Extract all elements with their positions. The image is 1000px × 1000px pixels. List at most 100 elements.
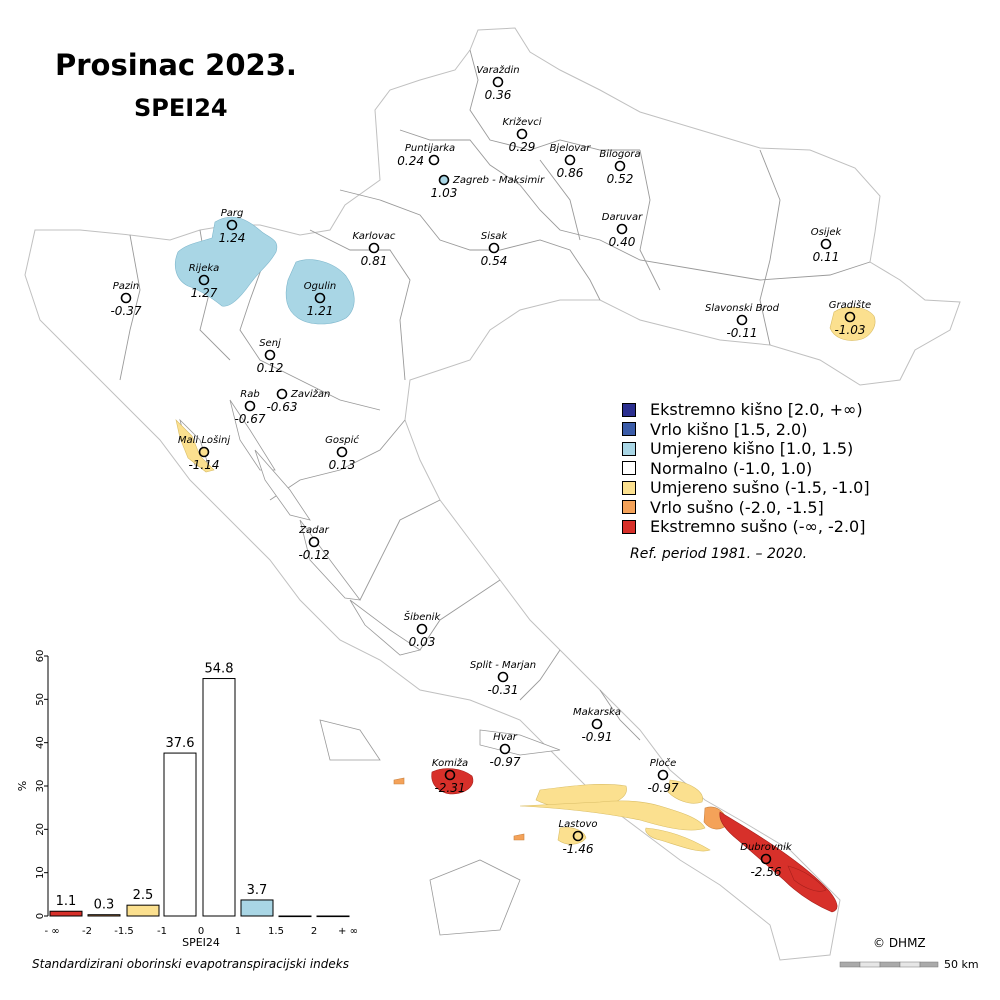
station-name: Dubrovnik — [740, 842, 793, 853]
histogram-bar — [126, 904, 160, 917]
station-value: 0.24 — [397, 154, 424, 168]
dry-area-peljesac — [645, 827, 711, 852]
bar-value-label: 2.5 — [133, 888, 154, 903]
bar-value-label: 0.3 — [94, 898, 115, 913]
station-name: Ogulin — [304, 281, 336, 292]
station-dot — [572, 830, 584, 842]
station-value: 0.11 — [813, 250, 840, 264]
station-value: 0.54 — [481, 254, 508, 268]
index-description: Standardizirani oborinski evapotranspira… — [32, 957, 349, 971]
station-marker: Senj 0.12 — [257, 338, 284, 375]
station-dot — [264, 349, 276, 361]
station-marker: Lastovo -1.46 — [559, 819, 598, 856]
copyright: © DHMZ — [873, 936, 926, 950]
y-tick-label: 60 — [35, 650, 46, 663]
station-marker: Križevci 0.29 — [502, 116, 541, 154]
station-dot — [657, 769, 669, 781]
legend-swatch — [622, 519, 636, 534]
county-boundaries — [119, 49, 871, 741]
station-dot — [564, 154, 576, 166]
station-marker: Parg 1.24 — [219, 208, 246, 245]
x-tick-label: 2 — [311, 926, 317, 937]
legend-swatch — [622, 441, 636, 456]
station-name: Pazin — [113, 281, 140, 292]
station-dot — [616, 223, 628, 235]
x-tick-label: - ∞ — [44, 926, 59, 937]
station-name: Komiža — [432, 757, 468, 769]
station-value: -0.63 — [266, 400, 297, 414]
station-name: Ploče — [650, 757, 677, 769]
station-dot — [276, 388, 288, 400]
station-marker: Rijeka 1.27 — [189, 263, 220, 300]
map-subtitle: SPEI24 — [134, 94, 228, 122]
extreme-dry-areas — [431, 768, 838, 913]
small-dry-island-south — [513, 833, 525, 841]
station-value: 0.03 — [409, 635, 436, 649]
legend-item-moderately-wet: Umjereno kišno [1.0, 1.5) — [622, 439, 870, 459]
station-dot — [760, 853, 772, 865]
station-marker: Osijek 0.11 — [811, 227, 843, 264]
station-dot — [736, 314, 748, 326]
station-value: -0.67 — [234, 412, 265, 426]
legend-swatch — [622, 461, 636, 476]
scale-bar — [839, 961, 939, 968]
x-axis-label: SPEI24 — [182, 936, 220, 949]
station-marker: Gospić 0.13 — [325, 434, 359, 472]
station-dot — [120, 292, 132, 304]
station-name: Rijeka — [189, 263, 220, 274]
station-name: Split - Marjan — [470, 660, 536, 671]
station-dot — [438, 174, 450, 186]
station-marker: Zadar -0.12 — [298, 525, 329, 562]
y-tick-label: 0 — [35, 913, 46, 919]
station-marker: Slavonski Brod -0.11 — [705, 303, 780, 340]
station-name: Varaždin — [476, 64, 519, 76]
legend-swatch — [622, 500, 636, 515]
station-value: 0.13 — [329, 458, 356, 472]
scale-label: 50 km — [944, 958, 979, 971]
station-dot — [314, 292, 326, 304]
station-dot — [198, 274, 210, 286]
y-tick-label: 30 — [35, 780, 46, 793]
legend-label: Umjereno kišno [1.0, 1.5) — [650, 439, 854, 459]
histogram-bar — [87, 914, 121, 917]
station-name: Slavonski Brod — [705, 303, 780, 314]
y-tick-label: 10 — [35, 866, 46, 879]
station-marker: Ogulin 1.21 — [304, 281, 336, 318]
legend-label: Vrlo kišno [1.5, 2.0) — [650, 419, 808, 439]
legend-swatch — [622, 480, 636, 495]
station-value: -2.31 — [434, 781, 465, 795]
station-marker: Zavižan-0.63 — [266, 388, 330, 414]
legend-item-normal: Normalno (-1.0, 1.0) — [622, 459, 870, 479]
dry-area-korcula — [519, 800, 706, 831]
station-dot — [198, 446, 210, 458]
station-name: Puntijarka — [405, 143, 455, 154]
station-value: 0.86 — [557, 166, 584, 180]
small-dry-islands — [393, 777, 525, 841]
station-marker: Hvar -0.97 — [489, 732, 520, 769]
extreme-dry-area-mljet — [787, 865, 827, 892]
legend-label: Ekstremno sušno (-∞, -2.0] — [650, 517, 866, 537]
station-name: Šibenik — [404, 610, 442, 623]
x-tick-label: -1 — [157, 926, 167, 937]
station-name: Rab — [240, 389, 259, 400]
bar-value-label: 3.7 — [247, 883, 268, 898]
station-value: 0.36 — [485, 88, 512, 102]
station-name: Zavižan — [290, 388, 330, 400]
station-marker: Karlovac 0.81 — [353, 231, 396, 268]
legend-item-very-dry: Vrlo sušno (-2.0, -1.5] — [622, 498, 870, 518]
station-marker: Bilogora 0.52 — [599, 149, 640, 186]
station-marker: Varaždin 0.36 — [476, 64, 519, 102]
station-marker: Ploče -0.97 — [647, 757, 678, 795]
station-value: 0.81 — [361, 254, 388, 268]
histogram-bar — [240, 899, 274, 917]
station-value: 0.12 — [257, 361, 284, 375]
x-tick-label: -1.5 — [114, 926, 134, 937]
station-name: Karlovac — [353, 231, 396, 242]
station-value: -0.37 — [110, 304, 141, 318]
station-dot — [416, 623, 428, 635]
y-tick-label: 20 — [35, 823, 46, 836]
station-dot — [820, 238, 832, 250]
station-dot — [368, 242, 380, 254]
